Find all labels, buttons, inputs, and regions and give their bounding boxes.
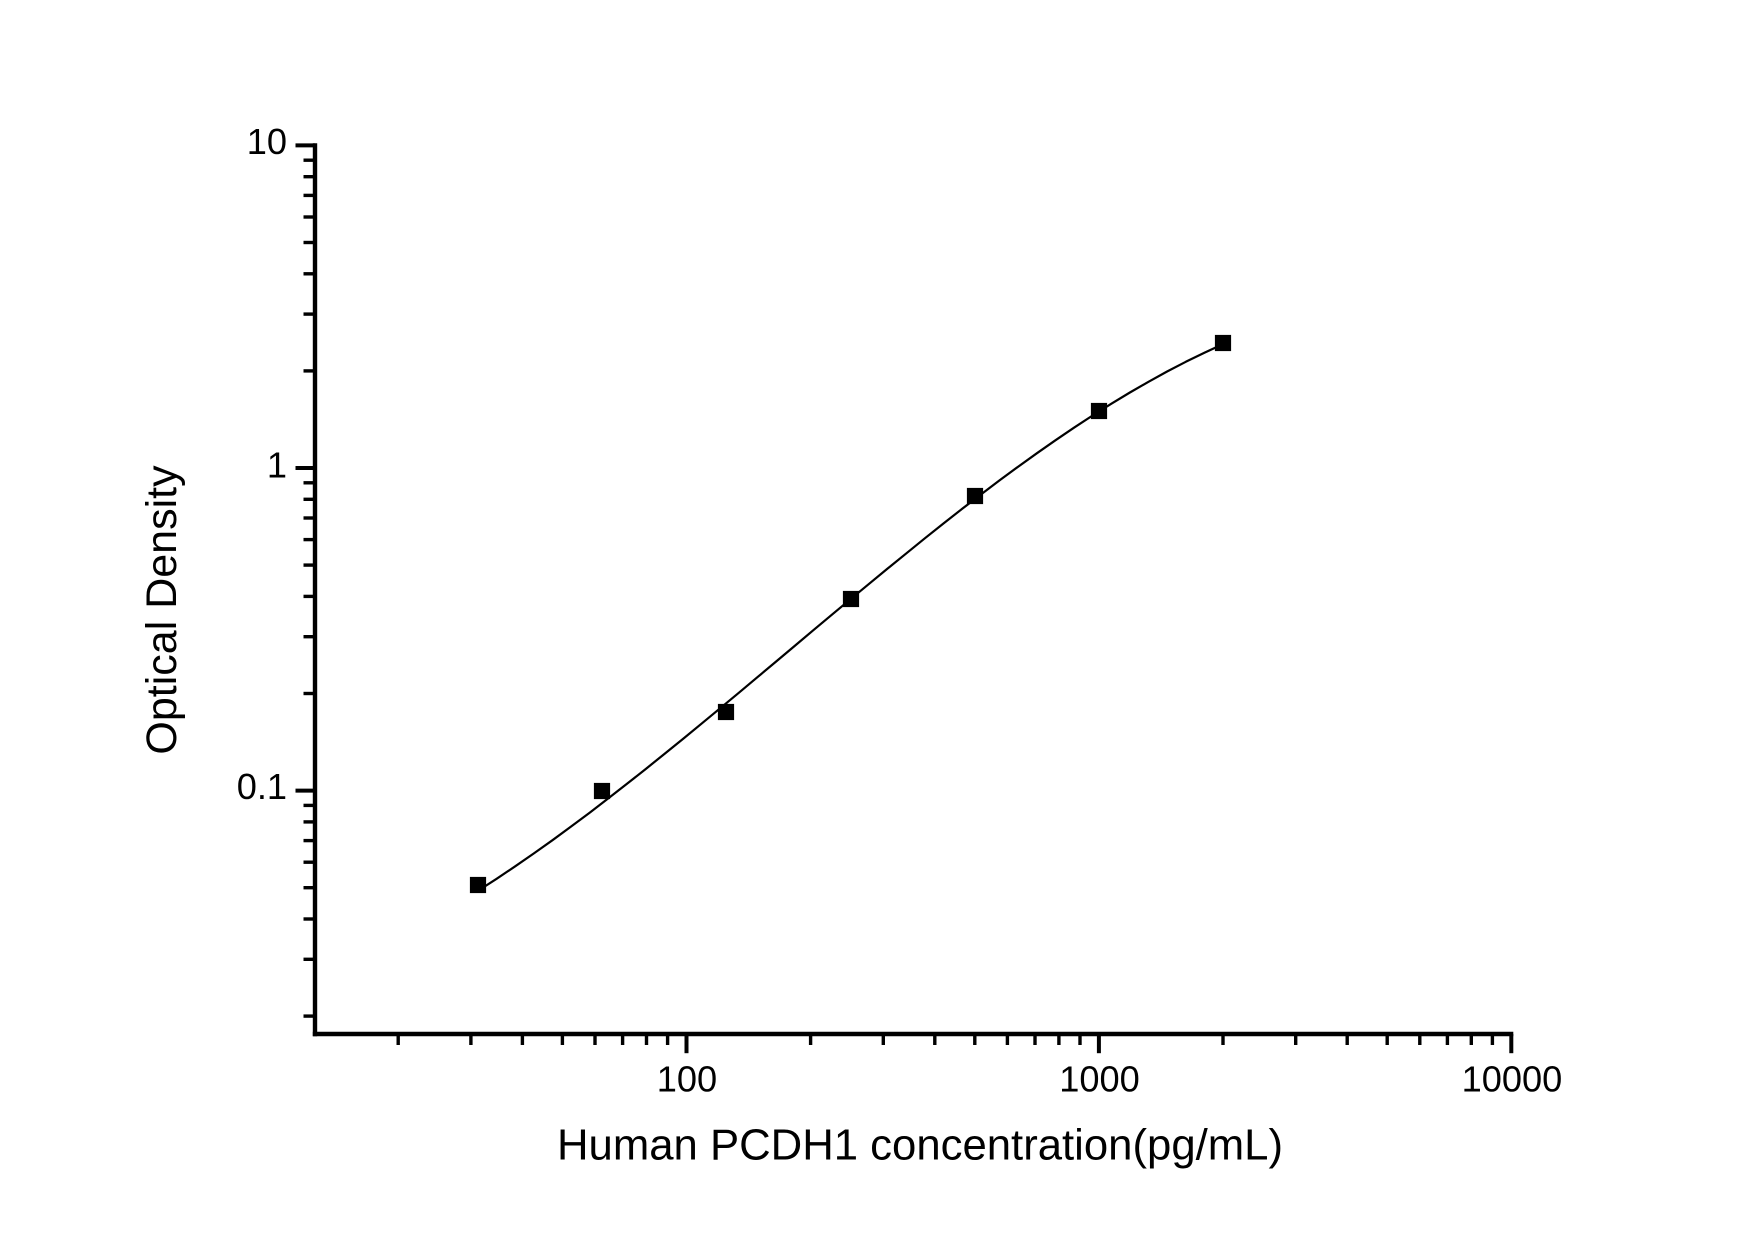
svg-text:100: 100 [657, 1059, 717, 1100]
svg-text:Optical Density: Optical Density [138, 465, 186, 755]
svg-text:1000: 1000 [1059, 1059, 1140, 1100]
svg-text:10000: 10000 [1462, 1059, 1563, 1100]
svg-text:0.1: 0.1 [237, 766, 287, 807]
svg-text:1: 1 [267, 445, 287, 486]
svg-text:10: 10 [247, 121, 287, 162]
svg-text:Human PCDH1 concentration(pg/m: Human PCDH1 concentration(pg/mL) [557, 1121, 1283, 1170]
